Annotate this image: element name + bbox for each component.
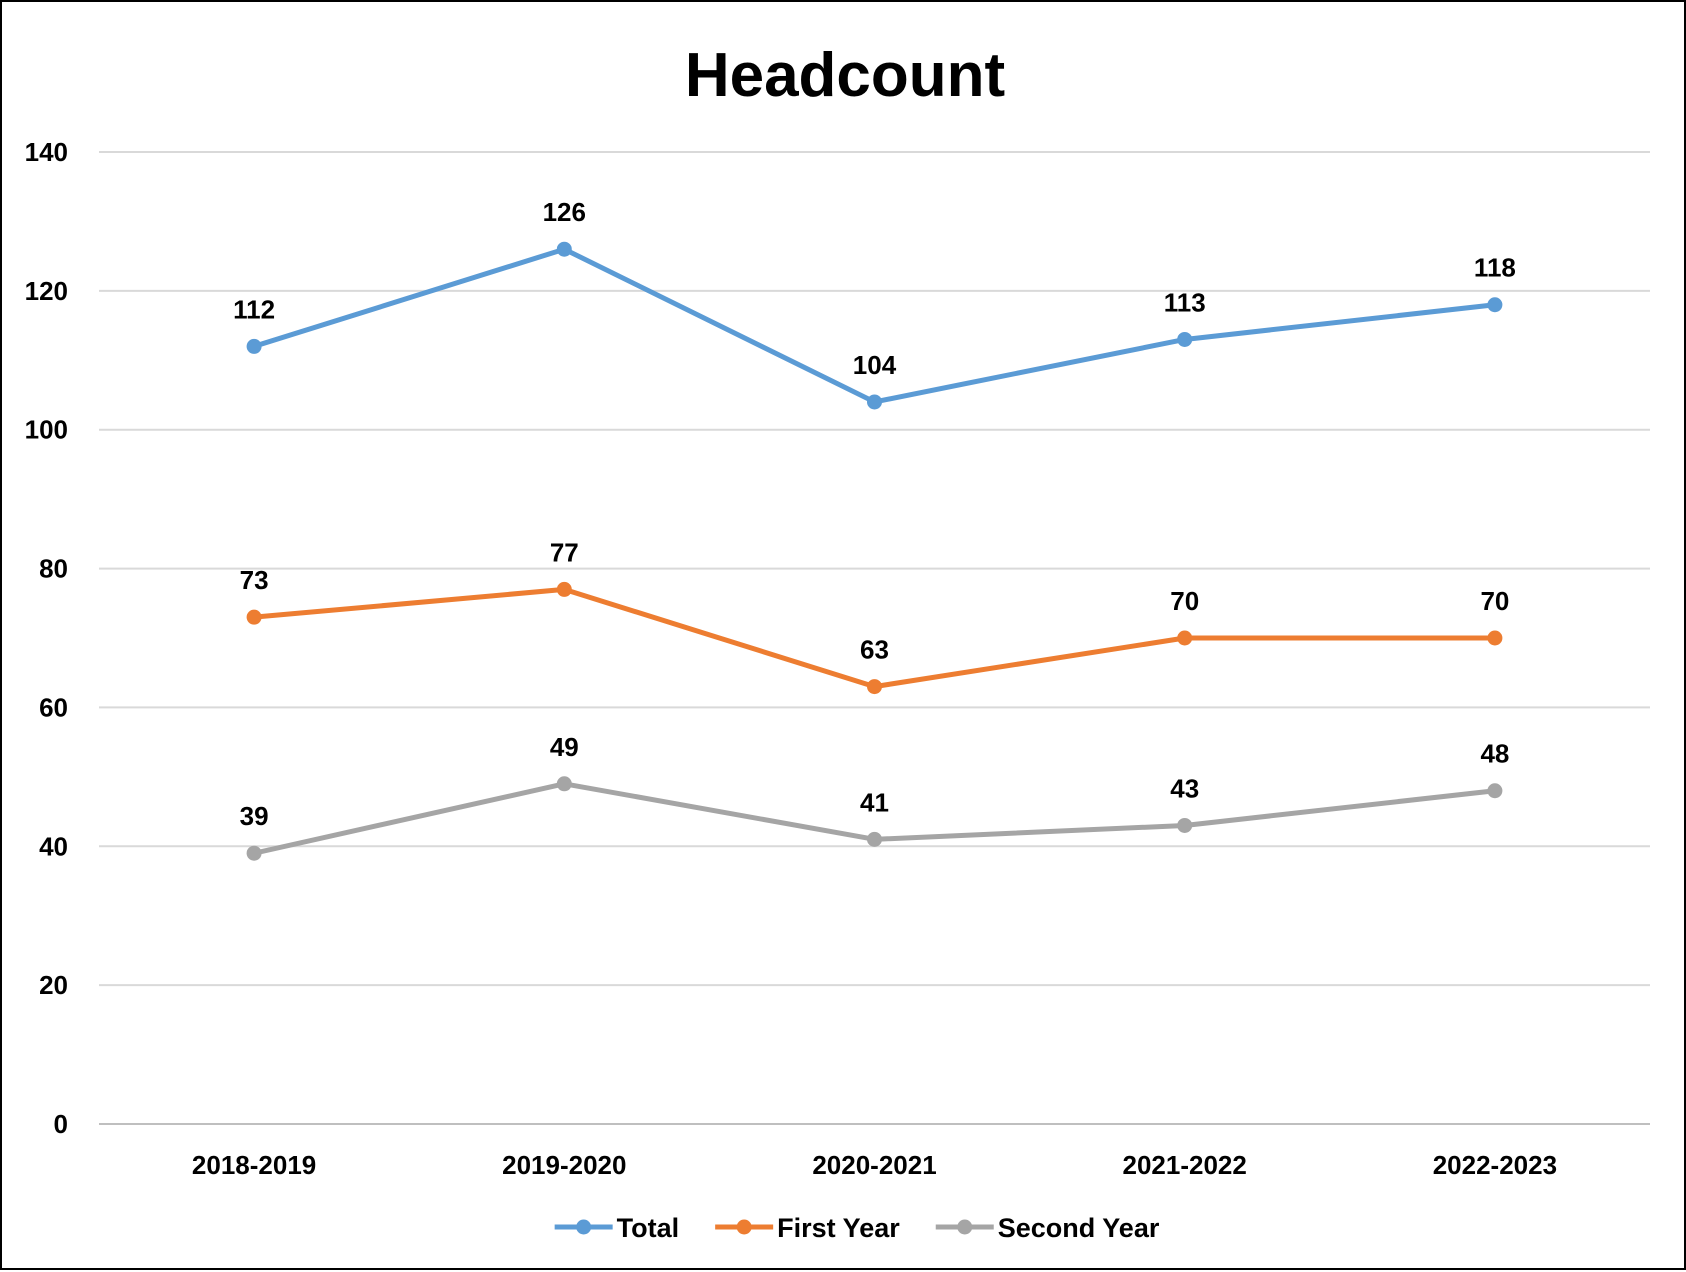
legend-item: Total: [554, 1213, 680, 1243]
data-point: [246, 338, 262, 354]
legend-label: First Year: [777, 1213, 900, 1243]
y-tick-label: 60: [39, 692, 68, 722]
data-point: [1487, 630, 1503, 646]
y-tick-label: 80: [39, 554, 68, 584]
legend-marker: [736, 1219, 752, 1235]
data-point: [556, 241, 572, 257]
x-tick-label: 2018-2019: [192, 1150, 316, 1180]
x-tick-label: 2020-2021: [812, 1150, 936, 1180]
x-tick-label: 2022-2023: [1433, 1150, 1557, 1180]
legend-marker: [957, 1219, 973, 1235]
data-label: 41: [860, 787, 889, 817]
chart-title: Headcount: [685, 41, 1005, 110]
data-label: 73: [240, 565, 269, 595]
data-label: 39: [240, 801, 269, 831]
data-label: 63: [860, 635, 889, 665]
data-label: 126: [543, 197, 586, 227]
data-label: 77: [550, 537, 579, 567]
legend-label: Total: [617, 1213, 680, 1243]
y-tick-label: 100: [25, 415, 68, 445]
y-tick-label: 40: [39, 831, 68, 861]
data-labels: 112 126 104 113 118 73 77 63 70 70 39 49 41 43 48: [233, 197, 1516, 831]
data-label: 118: [1474, 253, 1516, 283]
data-point: [556, 581, 572, 597]
data-point: [1177, 630, 1193, 646]
data-label: 104: [853, 350, 897, 380]
y-tick-label: 0: [54, 1109, 68, 1139]
data-label: 49: [550, 732, 579, 762]
x-tick-label: 2021-2022: [1123, 1150, 1247, 1180]
y-tick-label: 120: [25, 276, 68, 306]
y-tick-label: 20: [39, 970, 68, 1000]
data-point: [1487, 297, 1503, 313]
data-point: [867, 831, 882, 847]
data-point: [246, 845, 262, 861]
data-label: 113: [1164, 287, 1206, 317]
y-tick-label: 140: [25, 137, 68, 167]
data-point: [1177, 331, 1193, 347]
series-lines: [246, 241, 1503, 861]
data-label: 70: [1170, 586, 1199, 616]
legend-item: First Year: [715, 1213, 900, 1243]
legend-item: Second Year: [935, 1213, 1160, 1243]
legend-label: Second Year: [998, 1213, 1160, 1243]
data-point: [867, 394, 882, 410]
y-axis-ticks: 0 20 40 60 80 100 120 140: [25, 137, 68, 1139]
data-label: 70: [1480, 586, 1509, 616]
legend: Total First Year Second Year: [554, 1213, 1160, 1243]
data-point: [867, 679, 882, 695]
x-tick-label: 2019-2020: [502, 1150, 626, 1180]
data-point: [246, 609, 262, 625]
legend-marker: [576, 1219, 592, 1235]
data-point: [1177, 817, 1193, 833]
data-label: 43: [1170, 773, 1199, 803]
data-label: 112: [233, 294, 275, 324]
data-point: [1487, 783, 1503, 799]
data-label: 48: [1480, 739, 1509, 769]
x-axis-ticks: 2018-2019 2019-2020 2020-2021 2021-2022 2022…: [192, 1150, 1557, 1180]
data-point: [556, 776, 572, 792]
